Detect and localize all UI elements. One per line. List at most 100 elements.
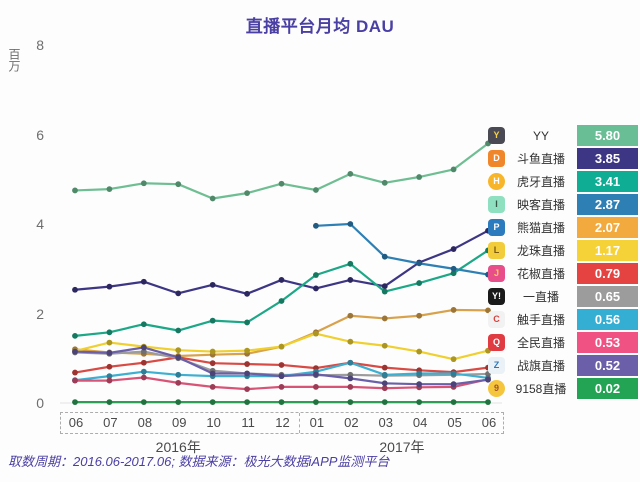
data-point[interactable] [106,399,113,406]
data-point[interactable] [450,399,457,406]
data-point[interactable] [278,277,285,283]
data-point[interactable] [140,348,147,355]
data-point[interactable] [416,260,423,267]
data-point[interactable] [416,174,423,180]
data-point[interactable] [450,307,457,313]
data-point[interactable] [278,180,285,187]
data-point[interactable] [175,371,182,378]
data-point[interactable] [313,330,319,337]
data-point[interactable] [313,383,319,390]
data-point[interactable] [450,166,457,173]
data-point[interactable] [244,347,250,354]
data-point[interactable] [450,265,457,272]
data-point[interactable] [450,381,457,388]
data-point[interactable] [106,377,113,384]
data-point[interactable] [313,371,319,378]
legend-row[interactable]: Z 战旗直播 0.52 [488,354,638,377]
data-point[interactable] [106,283,113,290]
data-point[interactable] [416,348,423,355]
data-point[interactable] [450,246,457,252]
legend-row[interactable]: C 触手直播 0.56 [488,308,638,331]
data-point[interactable] [140,368,147,375]
data-point[interactable] [72,332,78,339]
data-point[interactable] [416,280,423,286]
legend-row[interactable]: J 花椒直播 0.79 [488,262,638,285]
data-point[interactable] [381,399,388,406]
data-point[interactable] [175,290,182,297]
data-point[interactable] [485,399,491,406]
data-point[interactable] [416,399,423,406]
data-point[interactable] [140,278,147,285]
legend-row[interactable]: Y! 一直播 0.65 [488,285,638,308]
data-point[interactable] [106,339,113,346]
data-point[interactable] [381,253,388,260]
data-point[interactable] [278,343,285,350]
data-point[interactable] [347,399,354,406]
data-point[interactable] [106,349,113,356]
data-point[interactable] [72,348,78,355]
data-point[interactable] [140,374,147,381]
data-point[interactable] [450,356,457,363]
legend-row[interactable]: 9 9158直播 0.02 [488,377,638,400]
data-point[interactable] [209,317,216,324]
data-point[interactable] [416,381,423,388]
data-point[interactable] [347,359,354,366]
data-point[interactable] [209,399,216,406]
data-point[interactable] [175,347,182,354]
data-point[interactable] [381,385,388,392]
legend-row[interactable]: Y YY 5.80 [488,124,638,147]
data-point[interactable] [347,338,354,345]
data-point[interactable] [209,383,216,390]
data-point[interactable] [416,312,423,319]
data-point[interactable] [278,298,285,304]
data-point[interactable] [381,179,388,186]
data-point[interactable] [140,399,147,406]
data-point[interactable] [72,399,78,406]
legend-row[interactable]: I 映客直播 2.87 [488,193,638,216]
data-point[interactable] [106,363,113,370]
data-point[interactable] [381,380,388,387]
data-point[interactable] [209,348,216,355]
data-point[interactable] [381,288,388,295]
data-point[interactable] [209,281,216,288]
data-point[interactable] [175,399,182,406]
data-point[interactable] [244,319,250,326]
data-point[interactable] [313,399,319,406]
data-point[interactable] [313,285,319,292]
data-point[interactable] [416,370,423,377]
data-point[interactable] [381,371,388,378]
data-point[interactable] [347,277,354,283]
data-point[interactable] [244,190,250,197]
data-point[interactable] [278,373,285,380]
data-point[interactable] [313,222,319,229]
data-point[interactable] [381,364,388,371]
data-point[interactable] [278,399,285,406]
data-point[interactable] [140,359,147,366]
data-point[interactable] [347,383,354,390]
data-point[interactable] [244,370,250,377]
data-point[interactable] [278,362,285,368]
data-point[interactable] [72,369,78,376]
data-point[interactable] [244,290,250,297]
data-point[interactable] [72,187,78,194]
legend-row[interactable]: Q 全民直播 0.53 [488,331,638,354]
data-point[interactable] [244,399,250,406]
data-point[interactable] [347,312,354,319]
data-point[interactable] [347,375,354,382]
data-point[interactable] [244,361,250,367]
data-point[interactable] [106,373,113,380]
data-point[interactable] [106,186,113,192]
legend-row[interactable]: D 斗鱼直播 3.85 [488,147,638,170]
data-point[interactable] [381,315,388,322]
data-point[interactable] [347,221,354,227]
data-point[interactable] [106,329,113,336]
data-point[interactable] [140,344,147,351]
data-point[interactable] [450,270,457,277]
data-point[interactable] [244,386,250,393]
data-point[interactable] [175,181,182,188]
data-point[interactable] [313,187,319,193]
legend-row[interactable]: P 熊猫直播 2.07 [488,216,638,239]
data-point[interactable] [381,283,388,290]
data-point[interactable] [140,321,147,328]
data-point[interactable] [72,286,78,293]
